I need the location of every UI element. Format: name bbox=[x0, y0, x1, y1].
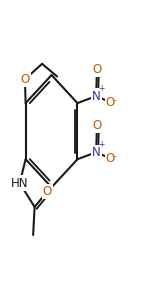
Text: O: O bbox=[43, 185, 52, 198]
Text: +: + bbox=[99, 84, 105, 93]
Text: HN: HN bbox=[11, 177, 28, 190]
Text: ⁻: ⁻ bbox=[112, 154, 117, 164]
Text: N: N bbox=[92, 90, 101, 103]
Text: O: O bbox=[20, 73, 30, 86]
Text: O: O bbox=[106, 152, 115, 165]
Text: O: O bbox=[106, 96, 115, 109]
Text: +: + bbox=[99, 140, 105, 149]
Text: ⁻: ⁻ bbox=[112, 98, 117, 108]
Text: N: N bbox=[92, 146, 101, 159]
Text: O: O bbox=[92, 63, 102, 76]
Text: O: O bbox=[92, 119, 102, 132]
